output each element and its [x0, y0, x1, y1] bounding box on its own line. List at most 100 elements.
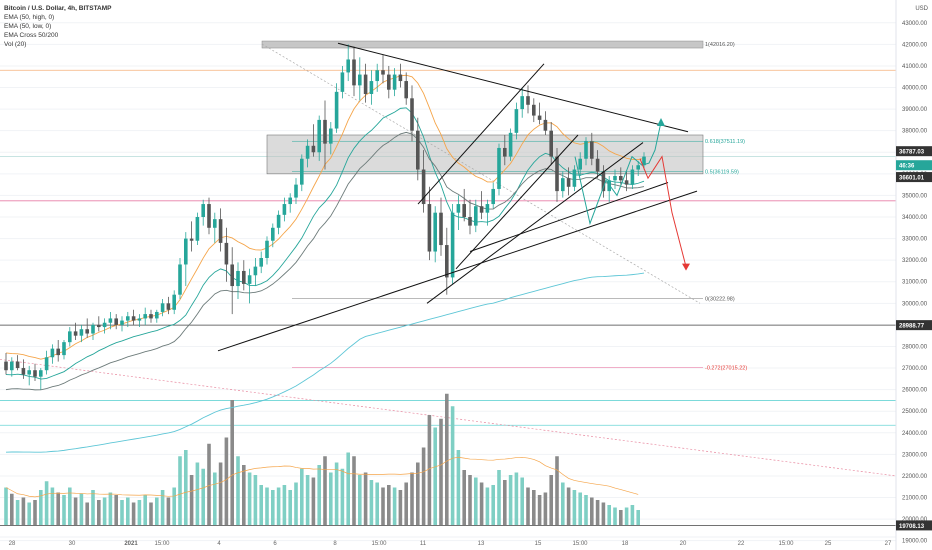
volume-bar	[387, 485, 391, 525]
candle-body	[479, 206, 484, 213]
y-tick-label: 38000.00	[902, 129, 928, 135]
candle-body	[242, 270, 246, 284]
chart-legend: Bitcoin / U.S. Dollar, 4h, BITSTAMP EMA …	[4, 4, 112, 49]
x-tick-label: 27	[885, 541, 892, 547]
candle-body	[514, 109, 519, 133]
channel-middle-line	[455, 134, 579, 270]
volume-bar	[392, 487, 397, 525]
volume-bar	[624, 507, 629, 525]
candle-body	[433, 212, 437, 252]
volume-bar	[561, 482, 565, 525]
candle-body	[149, 314, 153, 319]
green-projection-path	[574, 121, 662, 226]
volume-bar	[108, 492, 113, 525]
channel-lower-line	[426, 142, 644, 304]
candle-body	[497, 147, 501, 189]
triangle-upper-line	[337, 42, 689, 133]
candle-body	[213, 219, 217, 228]
y-tick-label: 20000.00	[902, 517, 928, 523]
candle-body	[474, 206, 478, 226]
y-tick-label: 28000.00	[902, 344, 928, 350]
candle-body	[619, 176, 623, 181]
volume-bar	[520, 477, 524, 525]
candle-body	[56, 348, 60, 356]
volume-bar	[445, 393, 449, 525]
candle-body	[282, 204, 287, 215]
candle-body	[247, 275, 252, 284]
candle-body	[624, 180, 629, 185]
y-tick-label: 24000.00	[902, 431, 928, 437]
volume-bar	[526, 487, 530, 525]
volume-bar	[102, 497, 107, 525]
candle-body	[27, 370, 31, 375]
y-tick-label: 33000.00	[902, 237, 928, 243]
y-tick-label: 40000.00	[902, 86, 928, 92]
y-tick-label: 19000.00	[902, 539, 928, 545]
price-axis[interactable]: 43000.00 42000.00 41000.00 40000.00 39000.00…	[895, 0, 932, 550]
candle-body	[265, 240, 269, 258]
volume-bar	[456, 450, 461, 525]
candle-body	[114, 318, 118, 325]
volume-bar	[636, 510, 640, 525]
volume-bar	[259, 485, 263, 525]
volume-bar	[462, 470, 466, 525]
candle-body	[102, 322, 107, 328]
candle-body	[352, 59, 356, 86]
volume-bar	[358, 475, 362, 525]
y-tick-label: 25000.00	[902, 409, 928, 415]
candle-body	[369, 81, 374, 94]
volume-bar	[607, 505, 611, 525]
volume-bar	[311, 477, 316, 525]
volume-bar	[566, 487, 571, 525]
x-tick-label: 15:00	[778, 541, 794, 547]
volume-bar	[282, 485, 287, 525]
volume-bar	[630, 505, 635, 525]
y-tick-label: 27000.00	[902, 366, 928, 372]
price-badge	[896, 520, 932, 531]
x-tick-label: 30	[69, 541, 76, 547]
candle-body	[120, 320, 124, 325]
x-tick-label: 15:00	[154, 541, 170, 547]
volume-bar	[33, 500, 37, 525]
x-tick-label: 4	[217, 541, 221, 547]
candle-body	[630, 169, 635, 185]
volume-bar	[114, 495, 118, 525]
y-tick-label: 32000.00	[902, 258, 928, 264]
candle-body	[561, 178, 565, 192]
candle-body	[4, 361, 8, 371]
x-tick-label: 25	[825, 541, 832, 547]
volume-bar	[369, 480, 374, 525]
legend-ema-low[interactable]: EMA (50, low, 0)	[4, 23, 52, 30]
candle-body	[166, 303, 171, 310]
channel-upper-line	[417, 63, 545, 205]
volume-bar	[329, 472, 333, 525]
volume-bar	[201, 468, 205, 525]
candle-body	[421, 169, 426, 205]
candle-body	[358, 74, 362, 86]
volume-bar	[10, 493, 14, 525]
legend-vol[interactable]: Vol (20)	[4, 41, 27, 48]
time-axis[interactable]: 28 30 2021 15:00 4 6 8 15:00 11 13 15 15:00 18 20 22 15…	[0, 536, 896, 547]
volume-bar	[126, 497, 130, 525]
x-tick-label: 11	[420, 541, 427, 547]
legend-ema-cross[interactable]: EMA Cross 50/200	[4, 32, 59, 39]
y-tick-label: 34000.00	[902, 215, 928, 221]
candle-body	[398, 74, 403, 82]
y-tick-label: 35000.00	[902, 193, 928, 199]
x-tick-label: 15	[535, 541, 542, 547]
candle-body	[126, 316, 130, 321]
candle-body	[601, 171, 606, 192]
candle-body	[189, 238, 194, 241]
candle-body	[572, 169, 577, 187]
legend-ema-high[interactable]: EMA (50, high, 0)	[4, 14, 55, 21]
volume-bar	[474, 477, 478, 525]
candle-body	[520, 96, 524, 110]
candle-body	[294, 184, 298, 198]
x-tick-label: 20	[680, 541, 687, 547]
candle-body	[363, 74, 368, 94]
volume-ma-line	[5, 456, 639, 498]
candle-body	[329, 128, 333, 144]
